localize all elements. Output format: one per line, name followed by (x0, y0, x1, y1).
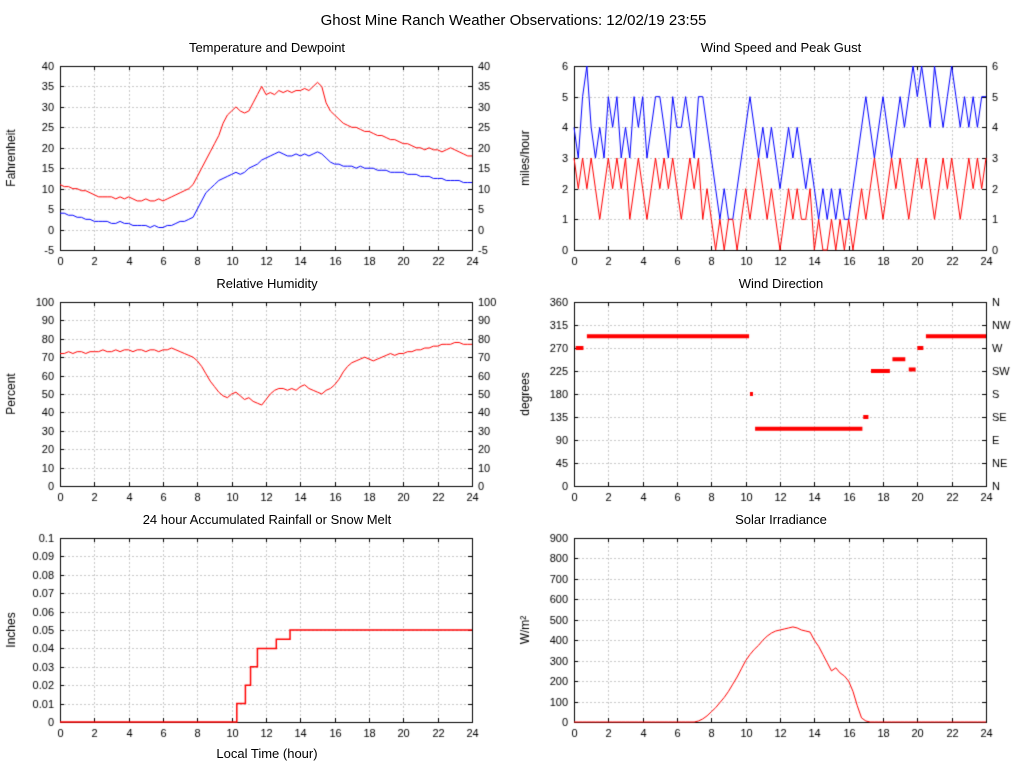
chart-cell-wind-speed: Wind Speed and Peak Gust (516, 38, 1024, 274)
chart-title-solar: Solar Irradiance (735, 512, 827, 527)
wind-direction-chart (516, 294, 1024, 510)
chart-title-wind-speed: Wind Speed and Peak Gust (700, 40, 862, 55)
temperature-dewpoint-chart (2, 58, 510, 274)
chart-cell-wind-direction: Wind Direction (516, 274, 1024, 510)
x-axis-label: Local Time (hour) (216, 746, 318, 761)
chart-title-humidity: Relative Humidity (216, 276, 318, 291)
charts-grid: Temperature and Dewpoint Wind Speed and … (0, 38, 1027, 764)
chart-cell-temperature: Temperature and Dewpoint (2, 38, 510, 274)
wind-speed-gust-chart (516, 58, 1024, 274)
rainfall-chart (2, 530, 510, 746)
solar-irradiance-chart (516, 530, 1024, 746)
chart-cell-rainfall: 24 hour Accumulated Rainfall or Snow Mel… (2, 510, 510, 764)
chart-title-rainfall: 24 hour Accumulated Rainfall or Snow Mel… (142, 512, 392, 527)
relative-humidity-chart (2, 294, 510, 510)
chart-cell-solar: Solar Irradiance (516, 510, 1024, 764)
chart-title-temperature: Temperature and Dewpoint (188, 40, 346, 55)
chart-cell-humidity: Relative Humidity (2, 274, 510, 510)
page-title: Ghost Mine Ranch Weather Observations: 1… (320, 12, 707, 29)
chart-title-wind-direction: Wind Direction (738, 276, 824, 291)
